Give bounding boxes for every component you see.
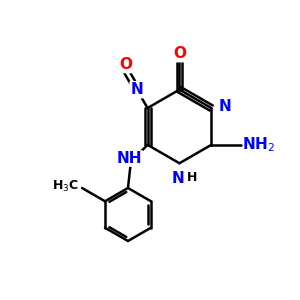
Text: N: N (130, 82, 143, 97)
Text: O: O (173, 46, 186, 61)
Text: H: H (187, 172, 197, 184)
Text: O: O (120, 57, 133, 72)
Text: N: N (172, 172, 184, 187)
Text: NH$_2$: NH$_2$ (242, 136, 275, 154)
Text: H$_3$C: H$_3$C (52, 179, 79, 194)
Text: NH: NH (117, 151, 142, 166)
Text: N: N (219, 99, 231, 114)
